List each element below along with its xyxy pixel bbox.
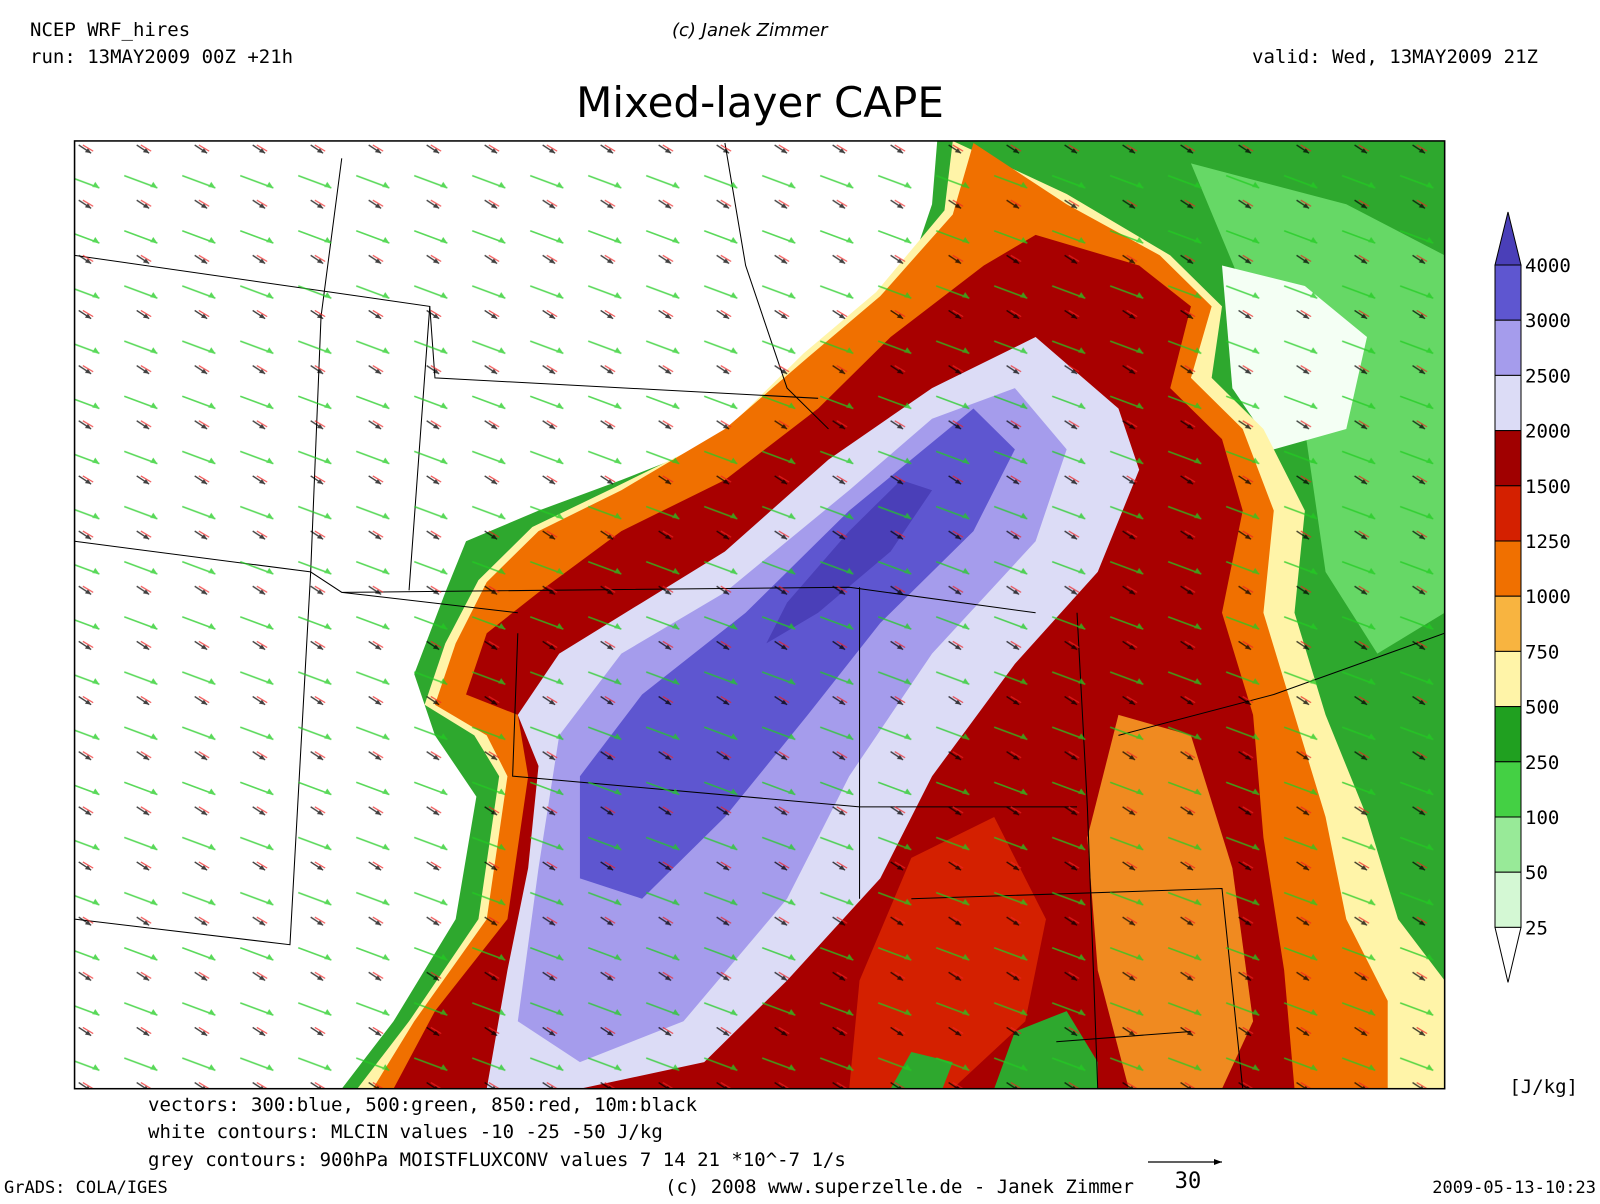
wind-vectors	[74, 140, 1445, 1089]
colorbar: 4000 3000 2500 2000 1500 1250 1000 750 500 250 100…	[1494, 211, 1571, 983]
colorbar-band	[1494, 264, 1522, 321]
colorbar-label: 50	[1525, 862, 1548, 884]
colorbar-label: 4000	[1525, 255, 1571, 277]
timestamp: 2009-05-13-10:23	[1432, 1178, 1596, 1198]
colorbar-label: 25	[1525, 917, 1548, 939]
copyright: (c) Janek Zimmer	[672, 20, 829, 41]
model-name: NCEP WRF_hires	[30, 19, 190, 41]
colorbar-bottom	[1494, 926, 1522, 983]
colorbar-label: 250	[1525, 752, 1559, 774]
colorbar-label: 1000	[1525, 586, 1571, 608]
white-contours-note: white contours: MLCIN values -10 -25 -50…	[148, 1121, 663, 1143]
colorbar-top	[1494, 211, 1522, 266]
colorbar-label: 750	[1525, 641, 1559, 663]
colorbar-label: 1500	[1525, 476, 1571, 498]
colorbar-band	[1494, 540, 1522, 597]
colorbar-band	[1494, 374, 1522, 432]
colorbar-band	[1494, 706, 1522, 763]
colorbar-band	[1494, 650, 1522, 708]
colorbar-band	[1494, 430, 1522, 487]
colorbar-band	[1494, 595, 1522, 652]
map-title: Mixed-layer CAPE	[576, 78, 944, 127]
grads-credit: GrADS: COLA/IGES	[4, 1178, 168, 1198]
vectors-note: vectors: 300:blue, 500:green, 850:red, 1…	[148, 1094, 698, 1116]
colorbar-band	[1494, 761, 1522, 818]
grey-contours-note: grey contours: 900hPa MOISTFLUXCONV valu…	[148, 1149, 846, 1171]
colorbar-label: 2000	[1525, 421, 1571, 443]
colorbar-band	[1494, 485, 1522, 542]
colorbar-band	[1494, 816, 1522, 873]
colorbar-band	[1494, 871, 1522, 928]
colorbar-label: 3000	[1525, 310, 1571, 332]
scale-arrow-head	[1214, 1159, 1222, 1165]
colorbar-label: 1250	[1525, 531, 1571, 553]
map	[73, 140, 1446, 1090]
colorbar-label: 100	[1525, 807, 1559, 829]
valid-time: valid: Wed, 13MAY2009 21Z	[1252, 46, 1538, 68]
colorbar-label: 2500	[1525, 365, 1571, 387]
colorbar-unit: [J/kg]	[1509, 1076, 1578, 1098]
colorbar-label: 500	[1525, 697, 1559, 719]
site-credit: (c) 2008 www.superzelle.de - Janek Zimme…	[665, 1176, 1134, 1198]
run-info: run: 13MAY2009 00Z +21h	[30, 46, 293, 68]
scale-label: 30	[1175, 1169, 1202, 1194]
colorbar-band	[1494, 319, 1522, 376]
map-frame	[73, 140, 1446, 1090]
